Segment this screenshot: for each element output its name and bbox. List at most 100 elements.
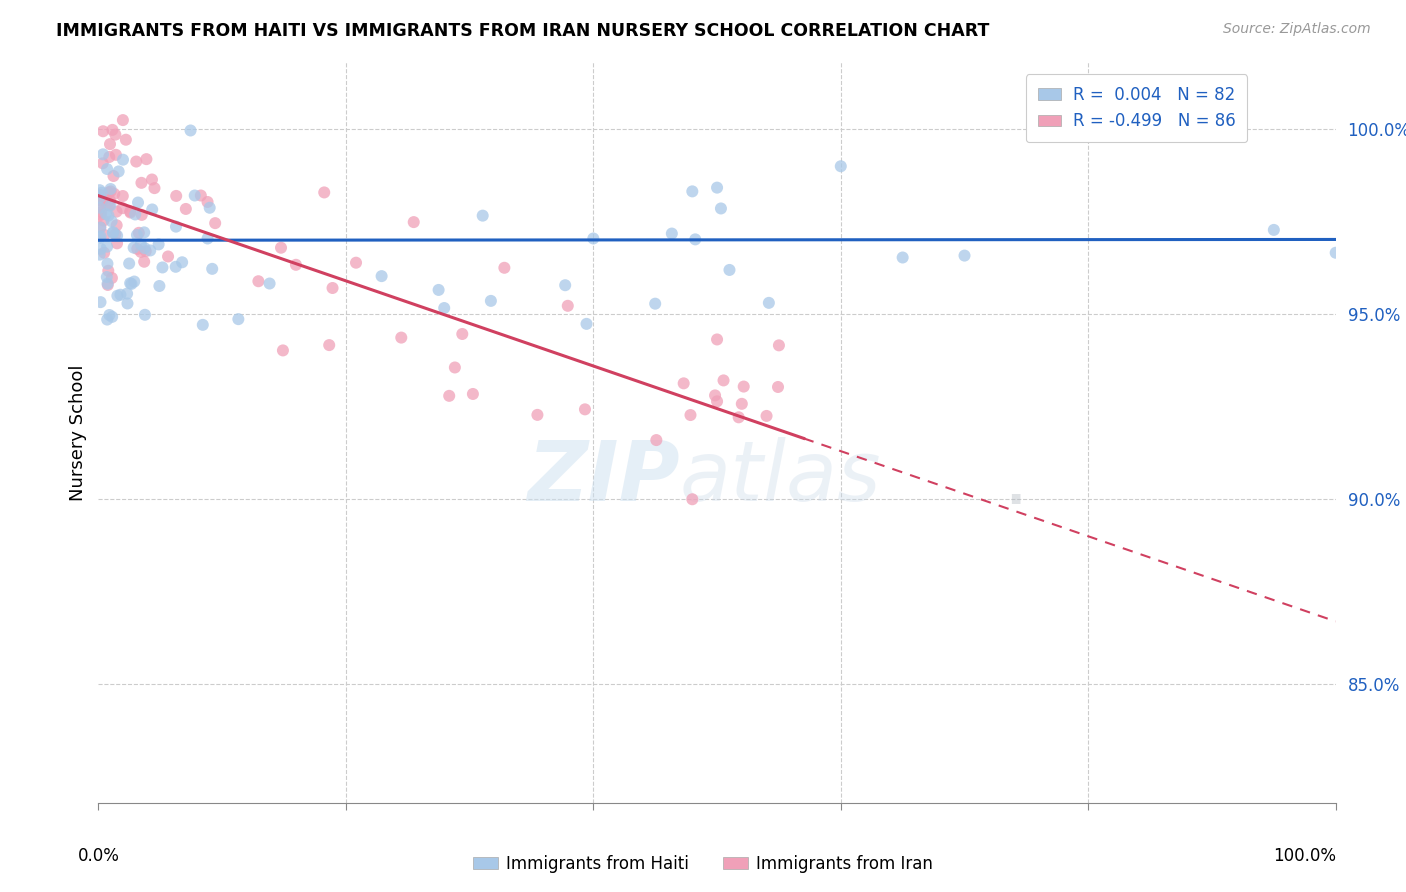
Point [891, 251, 914, 265]
Point [105, 289, 128, 303]
Point [134, 226, 156, 240]
Point [645, 433, 668, 447]
Point [89, 231, 111, 245]
Point [93, 227, 115, 242]
Point [683, 232, 706, 246]
Point [461, 387, 484, 401]
Point [198, 201, 221, 215]
Point [165, 260, 187, 274]
Point [103, 169, 125, 183]
Point [148, 279, 170, 293]
Point [97, 209, 120, 223]
Point [93, 245, 115, 260]
Text: 0.0%: 0.0% [77, 847, 120, 865]
Legend: R =  0.004   N = 82, R = -0.499   N = 86: R = 0.004 N = 82, R = -0.499 N = 86 [1026, 74, 1247, 142]
Text: IMMIGRANTS FROM HAITI VS IMMIGRANTS FROM IRAN NURSERY SCHOOL CORRELATION CHART: IMMIGRANTS FROM HAITI VS IMMIGRANTS FROM… [56, 22, 990, 40]
Point [661, 227, 683, 241]
Point [706, 180, 728, 194]
Point [727, 410, 749, 425]
Point [557, 299, 579, 313]
Point [89, 188, 111, 202]
Point [433, 301, 456, 315]
Point [111, 153, 134, 167]
Point [152, 260, 174, 275]
Point [96, 198, 118, 212]
Point [134, 241, 156, 255]
Point [128, 226, 150, 240]
Point [104, 128, 127, 142]
Point [575, 317, 598, 331]
Point [100, 185, 122, 199]
Point [91, 124, 114, 138]
Text: Source: ZipAtlas.com: Source: ZipAtlas.com [1223, 22, 1371, 37]
Point [284, 258, 307, 272]
Point [1324, 245, 1347, 260]
Point [451, 326, 474, 341]
Point [90, 205, 112, 219]
Point [97, 277, 120, 291]
Point [89, 199, 111, 213]
Point [90, 242, 112, 256]
Point [98, 137, 121, 152]
Point [124, 207, 146, 221]
Point [314, 186, 336, 200]
Point [122, 275, 145, 289]
Point [197, 194, 219, 209]
Point [427, 283, 450, 297]
Point [91, 147, 114, 161]
Point [129, 237, 152, 252]
Point [1263, 223, 1285, 237]
Point [105, 219, 128, 233]
Point [111, 201, 134, 215]
Point [681, 185, 703, 199]
Legend: Immigrants from Haiti, Immigrants from Iran: Immigrants from Haiti, Immigrants from I… [467, 848, 939, 880]
Point [582, 231, 605, 245]
Point [97, 264, 120, 278]
Point [190, 188, 212, 202]
Point [259, 277, 281, 291]
Point [104, 148, 127, 162]
Point [91, 156, 114, 170]
Point [90, 229, 112, 244]
Point [731, 397, 754, 411]
Point [766, 380, 789, 394]
Point [89, 191, 111, 205]
Point [105, 204, 128, 219]
Point [758, 296, 780, 310]
Point [165, 219, 187, 234]
Point [141, 202, 163, 217]
Point [104, 227, 127, 242]
Point [135, 244, 157, 259]
Point [121, 277, 143, 291]
Point [98, 198, 121, 212]
Point [204, 216, 226, 230]
Point [228, 312, 250, 326]
Point [120, 204, 142, 219]
Point [131, 176, 153, 190]
Text: ZIP: ZIP [527, 436, 681, 517]
Point [135, 152, 157, 166]
Point [107, 164, 129, 178]
Point [768, 338, 790, 352]
Point [191, 318, 214, 332]
Point [91, 194, 114, 208]
Point [97, 186, 120, 200]
Point [672, 376, 695, 391]
Point [115, 133, 138, 147]
Point [172, 255, 194, 269]
Point [89, 201, 111, 215]
Point [111, 189, 134, 203]
Point [118, 256, 141, 270]
Point [180, 123, 202, 137]
Point [953, 249, 976, 263]
Point [271, 343, 294, 358]
Point [125, 227, 148, 242]
Y-axis label: Nursery School: Nursery School [69, 364, 87, 501]
Point [134, 308, 156, 322]
Point [318, 338, 340, 352]
Point [98, 194, 121, 208]
Point [94, 207, 117, 221]
Point [101, 310, 124, 324]
Point [131, 208, 153, 222]
Point [139, 244, 162, 258]
